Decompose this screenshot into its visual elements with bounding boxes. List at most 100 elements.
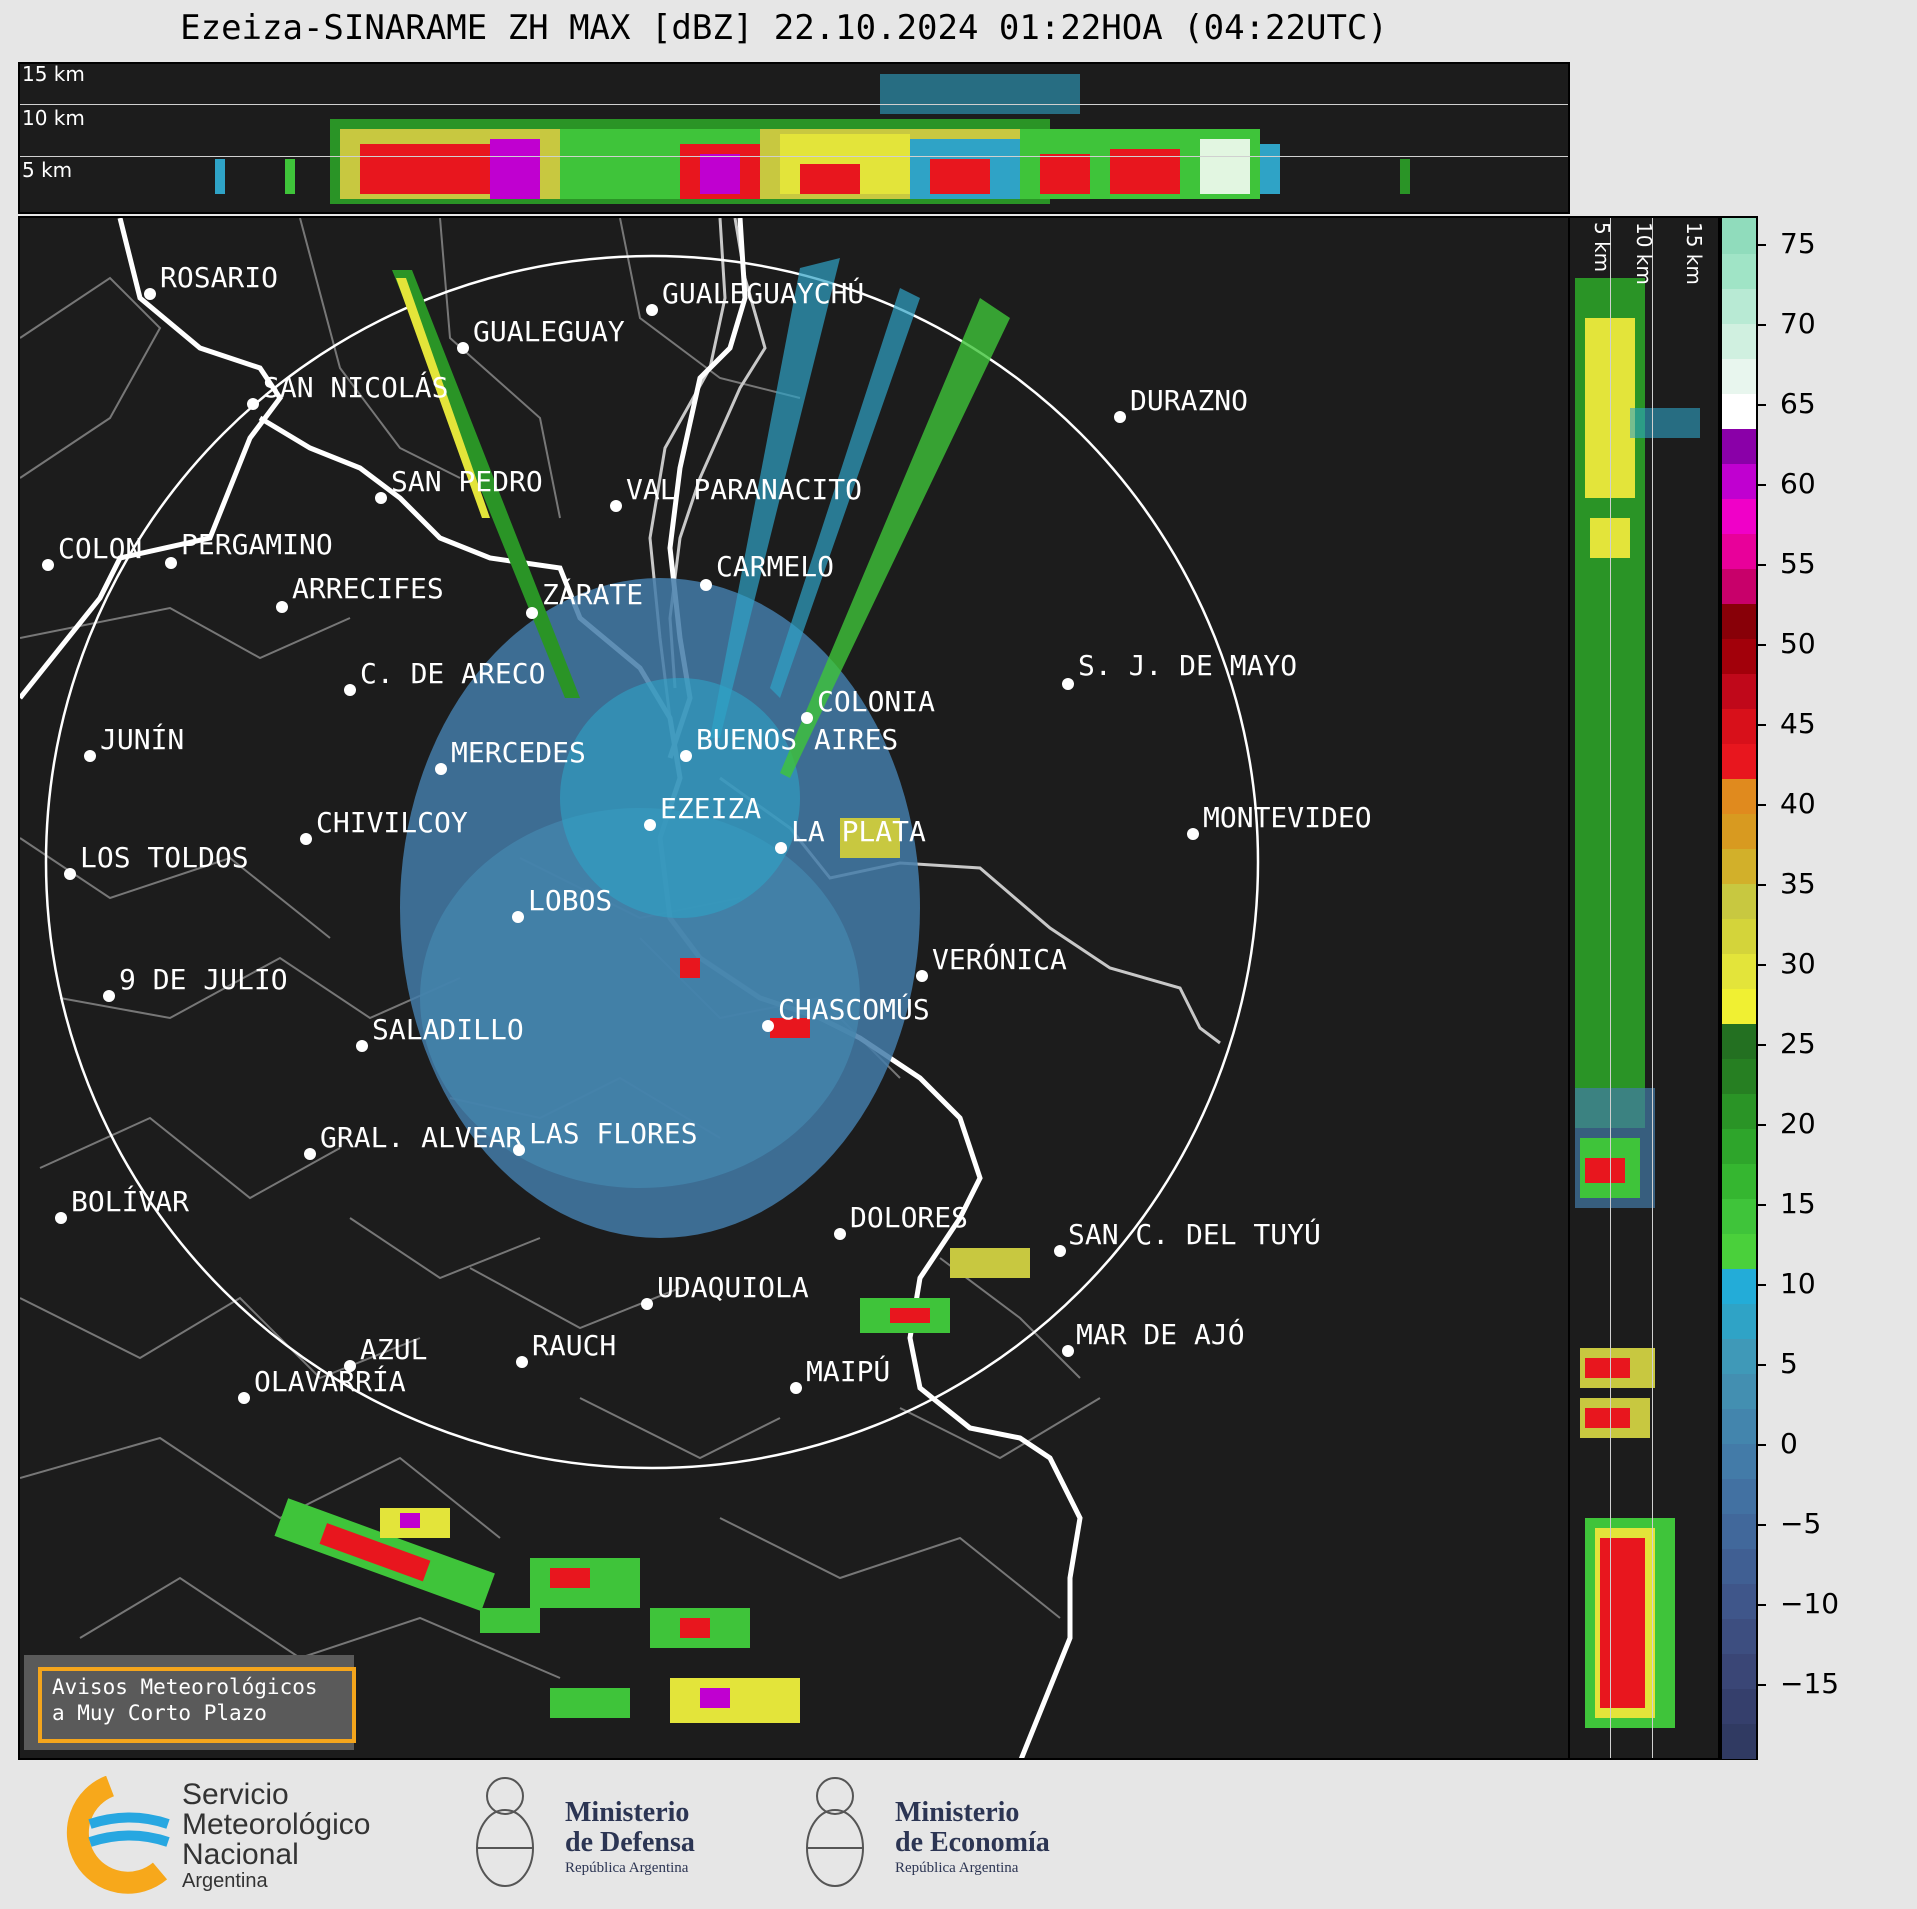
city-label-9-de-julio: 9 DE JULIO [119, 963, 288, 996]
colorbar-segment [1722, 358, 1756, 394]
colorbar-segment [1722, 253, 1756, 289]
side-height-label-10km: 10 km [1632, 222, 1656, 285]
colorbar-segment [1722, 1548, 1756, 1584]
top-cross-section-panel: 15 km 10 km 5 km [18, 62, 1570, 214]
defensa-line-1: Ministerio [565, 1797, 690, 1828]
economia-coat-of-arms-icon [806, 1777, 864, 1887]
warning-line-1: Avisos Meteorológicos [52, 1675, 318, 1699]
colorbar-tick [1758, 1284, 1766, 1286]
city-label-chascomus: CHASCOMÚS [778, 992, 930, 1026]
range-ring [44, 254, 1260, 1470]
city-label-rosario: ROSARIO [160, 261, 278, 294]
city-label-san-c-del-tuyu: SAN C. DEL TUYÚ [1068, 1217, 1321, 1251]
colorbar-tick-label: 10 [1780, 1267, 1816, 1300]
colorbar-tick [1758, 1524, 1766, 1526]
city-label-san-nicolas: SAN NICOLÁS [263, 370, 448, 404]
colorbar-segment [1722, 1723, 1756, 1759]
colorbar-segment [1722, 393, 1756, 429]
city-label-las-flores: LAS FLORES [529, 1117, 698, 1150]
city-label-mercedes: MERCEDES [451, 736, 586, 769]
colorbar-segment [1722, 1653, 1756, 1689]
smn-line-3: Nacional [182, 1838, 299, 1871]
colorbar [1720, 216, 1758, 1760]
city-label-gualeguaychu: GUALEGUAYCHÚ [662, 276, 864, 310]
colorbar-segment [1722, 1373, 1756, 1409]
smn-logo-icon [66, 1776, 170, 1894]
colorbar-tick-label: 40 [1780, 787, 1816, 820]
city-label-la-plata: LA PLATA [791, 815, 926, 848]
colorbar-tick-label: 5 [1780, 1347, 1798, 1380]
top-echo-profile [215, 74, 1410, 204]
colorbar-tick-label: 30 [1780, 947, 1816, 980]
colorbar-tick [1758, 1604, 1766, 1606]
colorbar-tick [1758, 404, 1766, 406]
colorbar-tick-label: 50 [1780, 627, 1816, 660]
city-label-olavarria: OLAVARRÍA [254, 1364, 406, 1398]
height-label-10km: 10 km [22, 106, 85, 130]
colorbar-tick [1758, 1444, 1766, 1446]
colorbar-segment [1722, 813, 1756, 849]
colorbar-segment [1722, 953, 1756, 989]
colorbar-segment [1722, 1198, 1756, 1234]
colorbar-tick-label: 25 [1780, 1027, 1816, 1060]
city-label-gral-alvear: GRAL. ALVEAR [320, 1121, 522, 1154]
5km-gridline [1610, 218, 1611, 1758]
colorbar-segment [1722, 848, 1756, 884]
radar-map: ROSARIO GUALEGUAYCHÚ GUALEGUAY SAN NICOL… [20, 218, 1372, 1758]
city-label-lobos: LOBOS [528, 884, 612, 917]
colorbar-tick [1758, 484, 1766, 486]
colorbar-tick [1758, 244, 1766, 246]
colorbar-tick [1758, 1684, 1766, 1686]
city-label-pergamino: PERGAMINO [181, 528, 333, 561]
footer: Servicio Meteorológico Nacional Argentin… [0, 1762, 1917, 1909]
defensa-line-2: de Defensa [565, 1827, 695, 1858]
colorbar-segment [1722, 1618, 1756, 1654]
colorbar-tick [1758, 964, 1766, 966]
smn-logo-text: Servicio Meteorológico Nacional Argentin… [182, 1778, 370, 1893]
10km-gridline-side [1652, 218, 1653, 1758]
colorbar-tick-label: 60 [1780, 467, 1816, 500]
colorbar-tick-label: 55 [1780, 547, 1816, 580]
warning-box[interactable]: Avisos Meteorológicos a Muy Corto Plazo [24, 1655, 356, 1750]
smn-line-1: Servicio [182, 1778, 289, 1811]
colorbar-segment [1722, 918, 1756, 954]
warning-box-inner[interactable]: Avisos Meteorológicos a Muy Corto Plazo [38, 1667, 356, 1743]
colorbar-tick-label: 70 [1780, 307, 1816, 340]
colorbar-segment [1722, 1583, 1756, 1619]
colorbar-segment [1722, 778, 1756, 814]
warning-line-2: a Muy Corto Plazo [52, 1701, 267, 1725]
colorbar-segment [1722, 533, 1756, 569]
city-label-colonia: COLONIA [817, 685, 935, 718]
defensa-logo-text: Ministerio de Defensa República Argentin… [565, 1798, 695, 1878]
city-label-val-paranacito: VAL PARANACITO [626, 473, 862, 506]
colorbar-segment [1722, 1093, 1756, 1129]
city-label-azul: AZUL [360, 1333, 427, 1366]
colorbar-segment [1722, 1513, 1756, 1549]
city-label-los-toldos: LOS TOLDOS [80, 841, 249, 874]
colorbar-segment [1722, 1233, 1756, 1269]
city-label-sj-de-mayo: S. J. DE MAYO [1078, 649, 1297, 682]
colorbar-tick [1758, 1364, 1766, 1366]
colorbar-segment [1722, 288, 1756, 324]
height-label-5km: 5 km [22, 158, 73, 182]
defensa-line-3: República Argentina [565, 1860, 689, 1876]
15km-gridline [20, 104, 1568, 105]
city-label-veronica: VERÓNICA [932, 942, 1067, 976]
colorbar-tick [1758, 564, 1766, 566]
city-label-chivilcoy: CHIVILCOY [316, 806, 468, 839]
economia-line-2: de Economía [895, 1827, 1050, 1858]
city-label-colon: COLON [58, 532, 142, 565]
city-label-buenos-aires: BUENOS AIRES [696, 723, 898, 756]
colorbar-tick-label: 20 [1780, 1107, 1816, 1140]
colorbar-segment [1722, 1338, 1756, 1374]
colorbar-tick-label: 35 [1780, 867, 1816, 900]
colorbar-tick-label: −5 [1780, 1507, 1822, 1540]
colorbar-segment [1722, 638, 1756, 674]
city-label-gualeguay: GUALEGUAY [473, 315, 625, 348]
side-height-label-5km: 5 km [1590, 222, 1614, 273]
radar-echoes [274, 258, 1030, 1723]
colorbar-segment [1722, 323, 1756, 359]
colorbar-tick-label: 65 [1780, 387, 1816, 420]
colorbar-tick [1758, 1124, 1766, 1126]
colorbar-tick-label: −15 [1780, 1667, 1840, 1700]
